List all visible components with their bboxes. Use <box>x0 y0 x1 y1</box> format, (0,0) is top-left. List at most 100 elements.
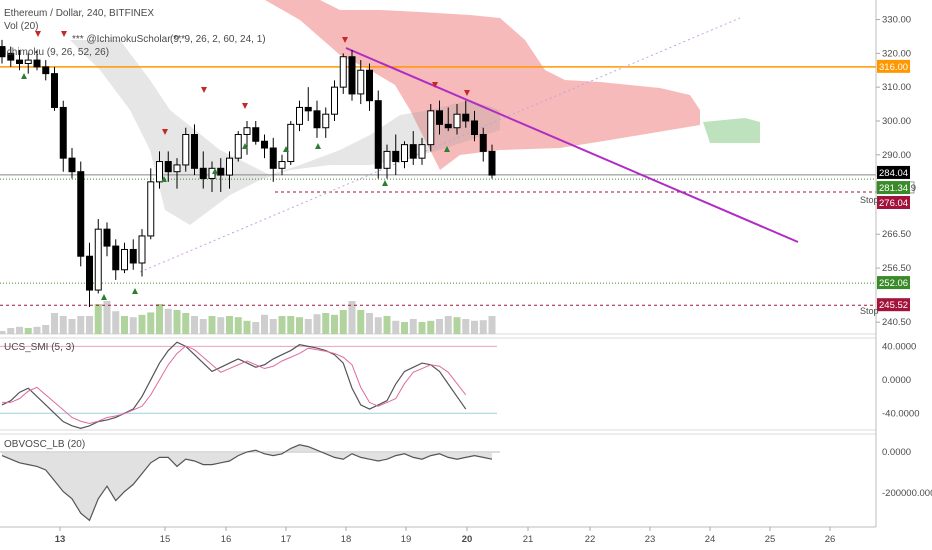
candle-body <box>444 123 452 129</box>
candle-body <box>156 161 163 183</box>
green2-tag <box>877 276 910 290</box>
volume-bar <box>112 311 120 334</box>
time-tick-label: 23 <box>645 534 656 545</box>
volume-bar <box>383 316 391 334</box>
volume-bar <box>269 319 277 334</box>
down-arrow-signal <box>242 103 248 109</box>
down-arrow-signal <box>342 37 348 43</box>
last-tag <box>877 165 910 179</box>
smi-pane <box>1 341 467 429</box>
candle-body <box>199 167 207 179</box>
volume-bar <box>313 314 321 334</box>
candle-body <box>16 59 23 64</box>
volume-bar <box>296 317 303 334</box>
candle-body <box>374 100 382 169</box>
volume-bar <box>444 316 452 334</box>
candle-body <box>51 73 58 108</box>
smi-title[interactable]: UCS_SMI (5, 3) <box>4 342 75 353</box>
candle-body <box>94 228 102 291</box>
symbol-title: Ethereum / Dollar, 240, BITFINEX <box>4 8 154 19</box>
up-arrow-signal <box>21 73 27 79</box>
red2-tag-text: 245.52 <box>879 300 908 311</box>
time-tick-label: 19 <box>401 534 412 545</box>
down-arrow-signal <box>432 82 438 88</box>
down-arrow-signal <box>201 87 207 93</box>
stop-label-2: Stop <box>860 306 879 316</box>
time-tick-label: 16 <box>221 534 232 545</box>
volume-bar <box>409 319 417 334</box>
volume-bar <box>68 319 76 334</box>
horizontal-levels: 316.00284.0401:33:29281.34276.04252.0624… <box>0 59 916 312</box>
red1-tag <box>877 195 910 209</box>
volume-bar <box>471 320 478 334</box>
volume-bar <box>42 325 50 334</box>
volume-bar <box>208 316 216 334</box>
candle-body <box>226 157 233 176</box>
candle-body <box>191 133 198 169</box>
down-arrow-signal <box>162 129 168 135</box>
volume-bar <box>278 316 286 334</box>
volume-bar <box>243 320 251 334</box>
volume-bar <box>0 331 6 334</box>
red2-tag <box>877 298 910 312</box>
candle-body <box>401 144 408 163</box>
volume-bar <box>33 326 41 334</box>
volume-bar <box>357 310 365 334</box>
up-arrow-signal <box>444 146 450 152</box>
down-arrow-signal <box>61 31 67 37</box>
trendlines[interactable] <box>139 17 799 273</box>
price-tick-label: 266.50 <box>882 229 911 240</box>
volume-bar <box>322 313 330 334</box>
candle-body <box>59 106 67 159</box>
candle-body <box>453 113 461 129</box>
volume-bar <box>103 301 111 334</box>
volume-bar <box>77 316 85 334</box>
volume-bar <box>436 319 443 334</box>
volume-bar <box>234 317 242 334</box>
vol-indicator-label[interactable]: Vol (20) <box>4 21 38 32</box>
candle-body <box>296 106 303 125</box>
up-arrow-signal <box>101 294 107 300</box>
candle-body <box>217 167 225 176</box>
candle-body <box>112 245 120 271</box>
dotted-support-trendline <box>139 17 741 273</box>
volume-bar <box>7 328 15 334</box>
volume-bar <box>331 314 338 334</box>
price-tick-label: 290.00 <box>882 150 911 161</box>
smi-tick-label: -40.0000 <box>882 408 920 419</box>
candle-body <box>252 127 260 142</box>
volume-bar <box>392 320 400 334</box>
candles <box>0 31 496 307</box>
volume-bar <box>182 313 190 334</box>
time-tick-label: 21 <box>523 534 534 545</box>
candle-body <box>7 52 15 61</box>
orange-tag <box>877 59 910 73</box>
candle-body <box>103 228 111 247</box>
time-tick-label: 25 <box>765 534 776 545</box>
volume-bar <box>199 319 207 334</box>
candle-body <box>348 56 356 95</box>
volume-bar <box>287 316 295 334</box>
volume-bar <box>24 328 32 334</box>
obv-title[interactable]: OBVOSC_LB (20) <box>4 439 85 450</box>
time-tick-label: 26 <box>825 534 836 545</box>
ichimoku-label[interactable]: Ichimoku (9, 26, 52, 26) <box>4 47 109 58</box>
volume-bars <box>0 301 496 334</box>
candle-body <box>278 161 286 169</box>
time-tick-label: 20 <box>462 534 473 545</box>
price-tick-label: 320.00 <box>882 48 911 59</box>
candle-body <box>339 56 347 88</box>
volume-bar <box>16 326 23 334</box>
candle-body <box>331 86 338 115</box>
volume-bar <box>453 317 461 334</box>
bear-cloud <box>265 0 700 170</box>
volume-bar <box>86 316 93 334</box>
candle-body <box>86 255 93 291</box>
up-arrow-signal <box>161 176 167 182</box>
candle-body <box>164 161 172 173</box>
author-indicator-label[interactable]: *** @IchimokuScholar *** <box>72 34 185 45</box>
candle-body <box>68 157 76 173</box>
price-tick-label: 240.50 <box>882 317 911 328</box>
volume-bar <box>51 313 58 334</box>
